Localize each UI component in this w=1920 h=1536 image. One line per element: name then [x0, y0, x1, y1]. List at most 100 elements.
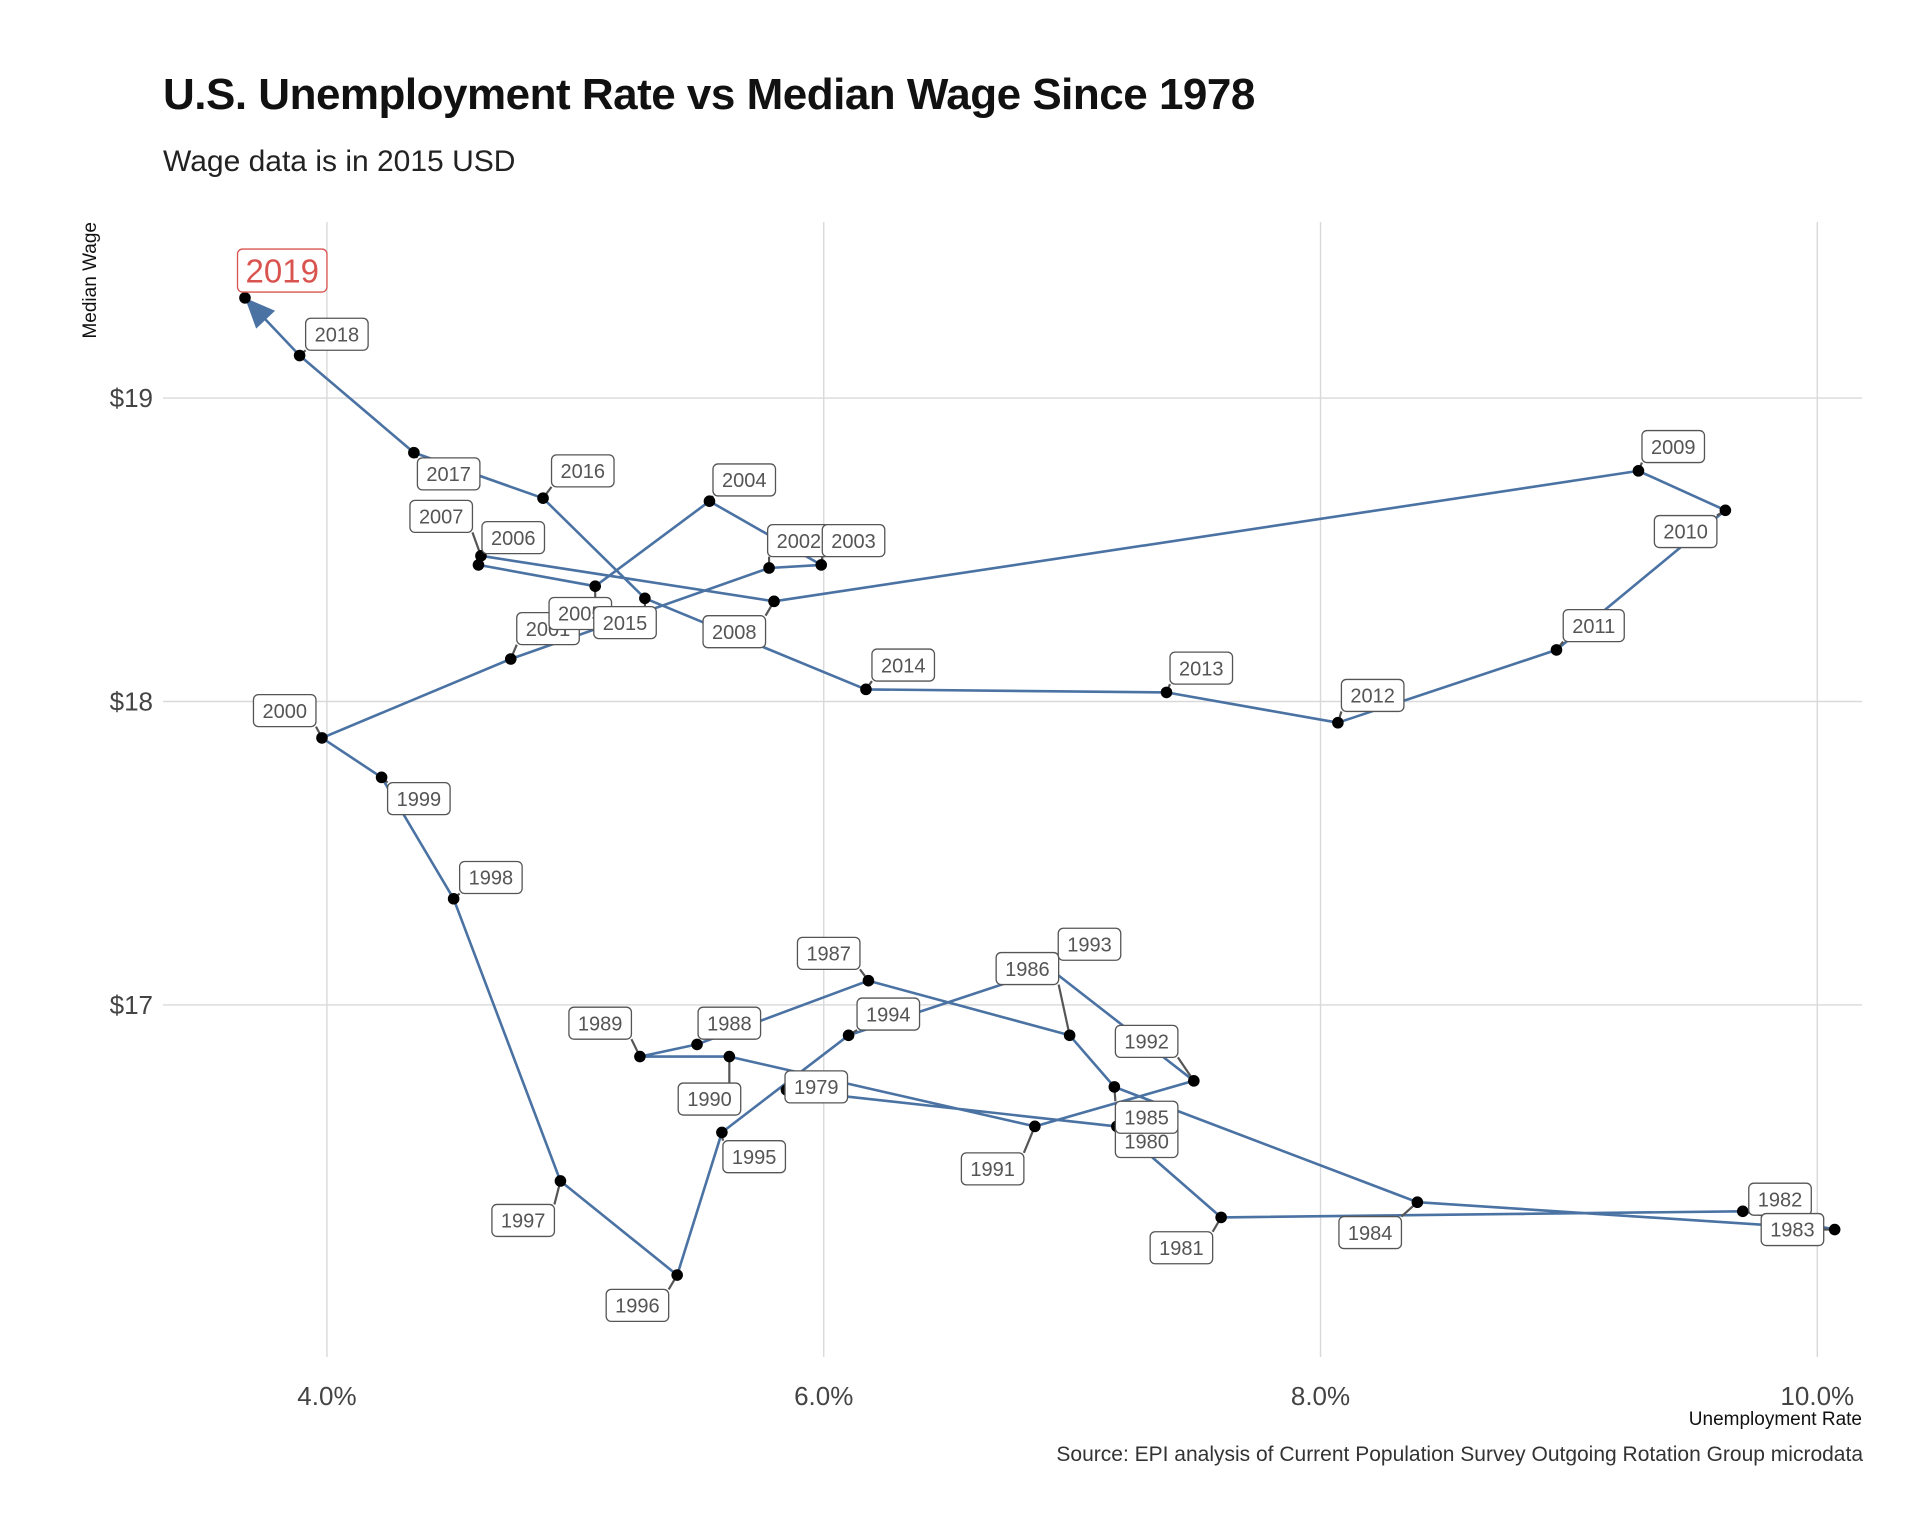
data-point	[723, 1050, 736, 1063]
point-label: 2006	[491, 528, 536, 550]
point-label-box	[1169, 651, 1234, 685]
data-point	[472, 559, 485, 571]
point-labels: 1979 1980 1981 1982 1983 1984 1985 1986 1987 1988…	[236, 248, 1825, 1323]
point-label-box	[784, 1070, 849, 1104]
point-label: 2002	[777, 531, 822, 553]
point-label: 2000	[262, 701, 307, 723]
point-label: 1986	[1005, 959, 1050, 981]
point-label: 1997	[501, 1211, 546, 1233]
point-label-box	[677, 1082, 742, 1116]
data-point	[1550, 644, 1563, 656]
point-label-box	[871, 648, 936, 682]
point-label: 2013	[1179, 658, 1224, 680]
point-label: 1990	[687, 1089, 732, 1111]
data-points	[239, 292, 1841, 1281]
y-tick-label: $19	[110, 383, 153, 413]
data-point	[1188, 1075, 1200, 1087]
point-label-box	[593, 605, 657, 640]
chart-title: U.S. Unemployment Rate vs Median Wage Si…	[163, 70, 1255, 119]
point-label-box	[1760, 1212, 1825, 1247]
point-label-box	[712, 463, 777, 497]
data-point	[1736, 1205, 1749, 1218]
point-label: 2007	[419, 507, 464, 529]
data-point	[293, 349, 306, 362]
data-point	[537, 492, 549, 504]
y-tick-label: $18	[110, 686, 153, 716]
data-point	[716, 1126, 728, 1139]
data-point	[1828, 1223, 1841, 1236]
point-label: 1979	[794, 1077, 839, 1099]
chart-source: Source: EPI analysis of Current Populati…	[1056, 1443, 1863, 1466]
point-label: 2017	[426, 464, 471, 486]
data-point	[316, 732, 328, 744]
point-label: 1989	[578, 1013, 623, 1035]
point-label-box	[409, 499, 474, 534]
point-label: 2010	[1663, 522, 1708, 544]
data-point	[842, 1029, 855, 1042]
point-label-box	[1562, 608, 1625, 643]
point-label-box	[568, 1006, 633, 1040]
data-point	[671, 1269, 683, 1281]
data-point	[691, 1038, 703, 1051]
data-point	[589, 580, 602, 592]
point-label-box	[1338, 1215, 1403, 1250]
point-label-box	[1149, 1231, 1214, 1265]
point-label: 1993	[1067, 934, 1112, 956]
point-label-box	[252, 693, 317, 728]
point-label: 2012	[1350, 686, 1395, 708]
point-label-box	[1057, 927, 1122, 961]
point-label: 2016	[561, 461, 606, 483]
label-leader-lines	[298, 349, 1835, 1290]
point-label: 1998	[469, 868, 514, 890]
x-tick-label: 8.0%	[1291, 1381, 1350, 1411]
data-point	[1215, 1211, 1227, 1224]
point-label: 1999	[397, 789, 442, 811]
y-tick-label: $17	[110, 990, 153, 1020]
point-label-box	[1114, 1100, 1179, 1134]
data-point	[1160, 686, 1173, 699]
point-label-box	[1114, 1024, 1179, 1059]
data-point	[703, 495, 716, 507]
point-label-box	[796, 936, 861, 971]
x-tick-label: 10.0%	[1780, 1381, 1854, 1411]
data-point	[763, 562, 775, 574]
point-label: 2005	[558, 604, 603, 626]
point-label: 1985	[1124, 1107, 1169, 1129]
x-tick-label: 4.0%	[297, 1381, 356, 1411]
data-point	[504, 653, 517, 665]
data-point	[1029, 1120, 1041, 1133]
x-axis-title: Unemployment Rate	[1689, 1409, 1862, 1430]
point-label: 1981	[1159, 1238, 1204, 1260]
point-label-box	[697, 1006, 762, 1040]
point-label-box	[1641, 429, 1706, 464]
point-label-box	[458, 860, 523, 895]
point-label: 1980	[1124, 1132, 1169, 1154]
point-label-box	[236, 248, 328, 293]
data-point	[860, 683, 872, 696]
data-point	[815, 559, 828, 571]
point-label: 2008	[712, 622, 757, 644]
data-point	[1332, 716, 1344, 729]
data-point	[634, 1050, 646, 1063]
point-label-box	[1653, 514, 1718, 549]
data-point	[239, 292, 251, 304]
point-label: 1987	[806, 944, 851, 966]
data-point	[408, 446, 420, 459]
point-label: 1984	[1348, 1223, 1393, 1245]
data-point	[1108, 1081, 1121, 1093]
point-label-box	[386, 781, 451, 816]
data-point	[862, 974, 875, 987]
point-label: 2019	[246, 252, 319, 289]
point-label: 1992	[1124, 1032, 1169, 1054]
point-label: 1996	[615, 1296, 660, 1318]
point-label: 1982	[1758, 1189, 1803, 1211]
data-point	[554, 1175, 567, 1187]
point-label-box	[722, 1140, 787, 1174]
point-label: 2004	[722, 470, 767, 492]
data-point	[639, 592, 651, 605]
point-label-box	[1340, 678, 1405, 713]
point-label-box	[960, 1152, 1025, 1186]
data-point	[1063, 1029, 1076, 1042]
point-label-box	[821, 523, 886, 558]
